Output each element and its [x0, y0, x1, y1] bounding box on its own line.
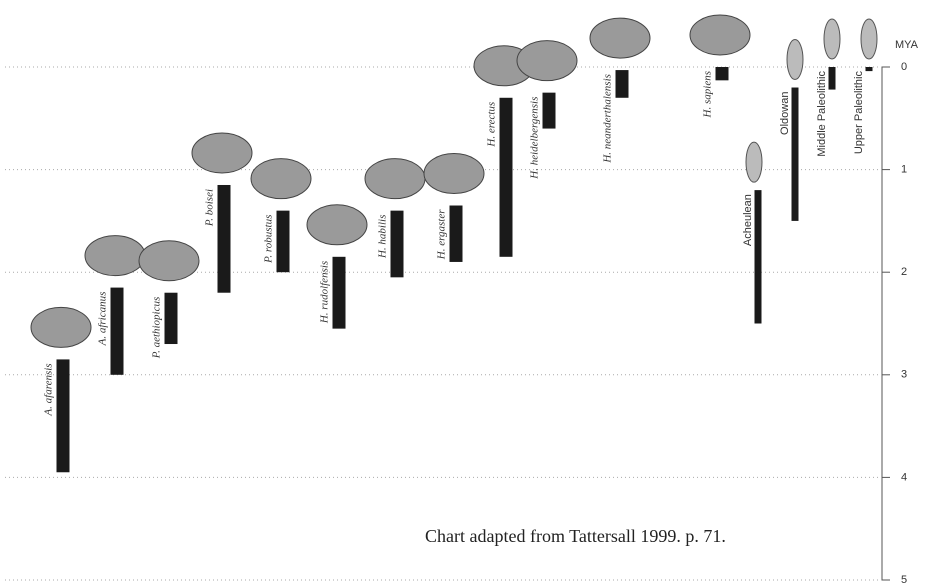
- skull-illustration: [192, 133, 252, 173]
- category-label: Acheulean: [742, 194, 754, 246]
- range-bar: [391, 211, 404, 278]
- category-label: H. rudolfensis: [319, 261, 331, 324]
- range-bar: [543, 93, 556, 129]
- chart: MYA Chart adapted from Tattersall 1999. …: [0, 0, 925, 583]
- range-bar: [277, 211, 290, 273]
- source-note: Chart adapted from Tattersall 1999. p. 7…: [425, 526, 726, 546]
- range-bar: [111, 288, 124, 375]
- skull-illustration: [690, 15, 750, 55]
- category-label: A. afarensis: [43, 363, 55, 416]
- category-label: Upper Paleolithic: [853, 71, 865, 155]
- y-tick-label: 4: [901, 471, 907, 483]
- category-label: A. africanus: [97, 292, 109, 347]
- skull-illustration: [517, 41, 577, 81]
- category-label: P. aethiopicus: [151, 297, 163, 360]
- y-tick-label: 3: [901, 369, 907, 381]
- range-bar: [57, 359, 70, 472]
- range-bar: [755, 190, 762, 323]
- range-bar: [792, 88, 799, 221]
- skull-illustration: [85, 236, 145, 276]
- skull-illustration: [307, 205, 367, 245]
- range-bar: [716, 67, 729, 80]
- tool-illustration: [787, 40, 803, 80]
- skull-illustration: [365, 159, 425, 199]
- range-bar: [866, 67, 873, 71]
- y-tick-label: 2: [901, 266, 907, 278]
- y-tick-label: 5: [901, 574, 907, 583]
- y-tick-label: 1: [901, 164, 907, 176]
- tool-illustration: [861, 19, 877, 59]
- category-label: H. heidelbergensis: [529, 97, 541, 180]
- skull-illustration: [251, 159, 311, 199]
- skull-illustration: [590, 18, 650, 58]
- category-label: P. boisei: [204, 189, 216, 227]
- range-bar: [165, 293, 178, 344]
- category-label: H. erectus: [486, 102, 498, 148]
- category-label: Middle Paleolithic: [816, 71, 828, 157]
- range-bar: [333, 257, 346, 329]
- tool-illustration: [746, 142, 762, 182]
- category-label: P. robustus: [263, 215, 275, 264]
- y-tick-label: 0: [901, 61, 907, 73]
- range-bar: [218, 185, 231, 293]
- range-bar: [829, 67, 836, 90]
- category-label: H. neanderthalensis: [602, 74, 614, 164]
- category-label: H. sapiens: [702, 71, 714, 118]
- category-label: H. ergaster: [436, 209, 448, 260]
- range-bar: [450, 206, 463, 262]
- range-bar: [616, 70, 629, 98]
- category-label: Oldowan: [779, 92, 791, 135]
- category-label: H. habilis: [377, 215, 389, 259]
- skull-illustration: [424, 154, 484, 194]
- tool-illustration: [824, 19, 840, 59]
- range-bar: [500, 98, 513, 257]
- skull-illustration: [31, 307, 91, 347]
- axis-label: MYA: [895, 39, 919, 51]
- skull-illustration: [139, 241, 199, 281]
